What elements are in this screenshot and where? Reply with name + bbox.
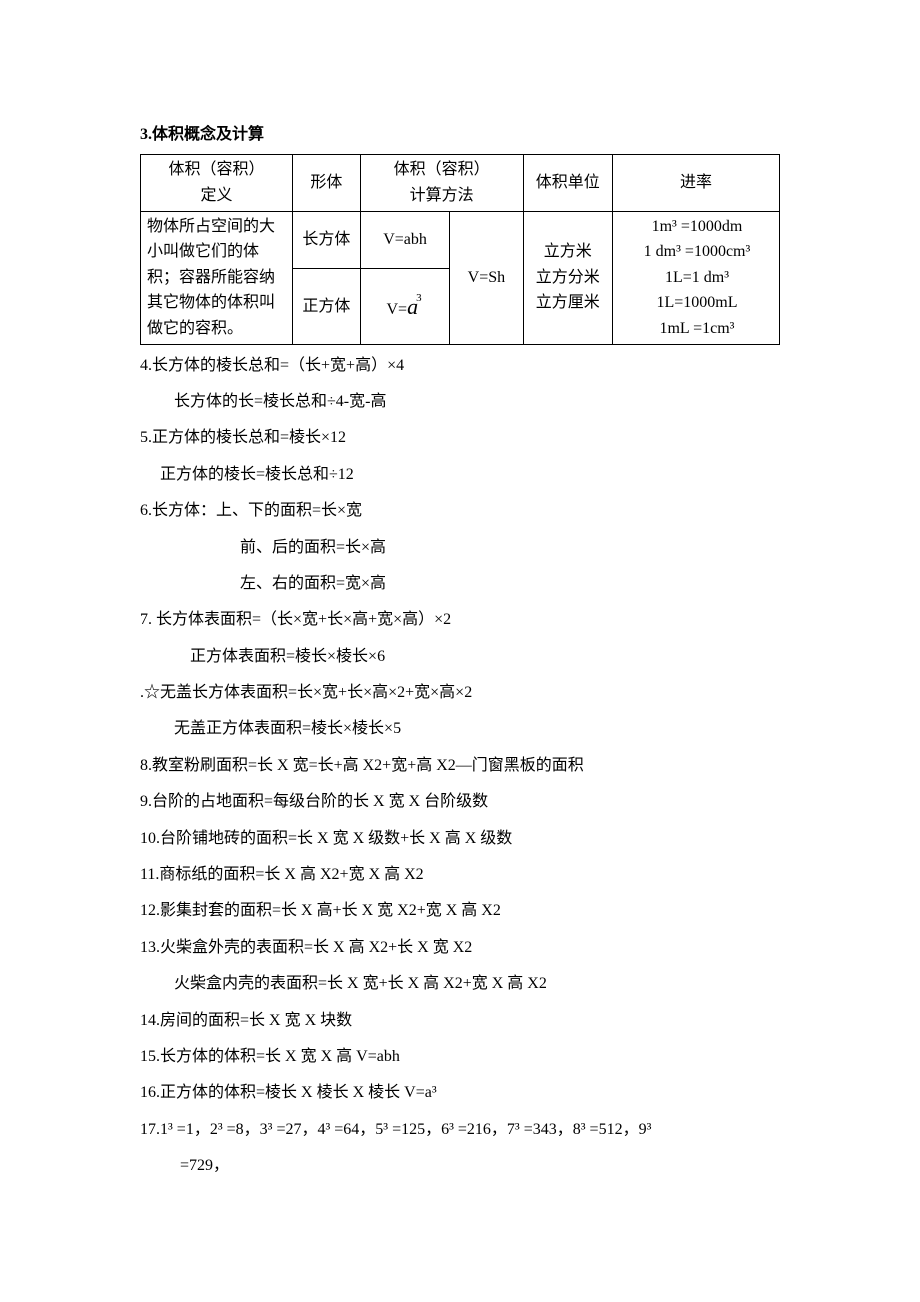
- rate-2: 1 dm³ =1000cm³: [644, 243, 751, 260]
- line-17a: 17.1³ =1，2³ =8，3³ =27，4³ =64，5³ =125，6³ …: [140, 1115, 780, 1145]
- line-9: 9.台阶的占地面积=每级台阶的长 X 宽 X 台阶级数: [140, 787, 780, 817]
- cell-method-shared: V=Sh: [450, 211, 523, 344]
- line-13a: 13.火柴盒外壳的表面积=长 X 高 X2+长 X 宽 X2: [140, 933, 780, 963]
- section-heading: 3.体积概念及计算: [140, 120, 780, 150]
- cell-shape-cuboid: 长方体: [292, 211, 360, 268]
- formula-v-label: V=: [386, 301, 407, 318]
- rate-3: 1L=1 dm³: [665, 269, 729, 286]
- line-6c: 左、右的面积=宽×高: [140, 569, 780, 599]
- line-17b: =729，: [140, 1151, 780, 1181]
- line-7a: 7. 长方体表面积=（长×宽+长×高+宽×高）×2: [140, 605, 780, 635]
- line-13b: 火柴盒内壳的表面积=长 X 宽+长 X 高 X2+宽 X 高 X2: [140, 969, 780, 999]
- line-4b: 长方体的长=棱长总和÷4-宽-高: [140, 387, 780, 417]
- line-15: 15.长方体的体积=长 X 宽 X 高 V=abh: [140, 1042, 780, 1072]
- line-7c: .☆无盖长方体表面积=长×宽+长×高×2+宽×高×2: [140, 678, 780, 708]
- cell-units: 立方米 立方分米 立方厘米: [523, 211, 612, 344]
- line-14: 14.房间的面积=长 X 宽 X 块数: [140, 1006, 780, 1036]
- volume-table: 体积（容积） 定义 形体 体积（容积） 计算方法 体积单位 进率 物体所占空间的…: [140, 154, 780, 344]
- th-shape: 形体: [292, 155, 360, 211]
- th-definition: 体积（容积） 定义: [141, 155, 293, 211]
- cell-rates: 1m³ =1000dm 1 dm³ =1000cm³ 1L=1 dm³ 1L=1…: [612, 211, 779, 344]
- cell-shape-cube: 正方体: [292, 269, 360, 345]
- th-rate: 进率: [612, 155, 779, 211]
- cell-method-cube: V=a3: [360, 269, 449, 345]
- line-6a: 6.长方体：上、下的面积=长×宽: [140, 496, 780, 526]
- cell-definition: 物体所占空间的大小叫做它们的体积；容器所能容纳其它物体的体积叫做它的容积。: [141, 211, 293, 344]
- line-7b: 正方体表面积=棱长×棱长×6: [140, 642, 780, 672]
- line-10: 10.台阶铺地砖的面积=长 X 宽 X 级数+长 X 高 X 级数: [140, 824, 780, 854]
- line-4a: 4.长方体的棱长总和=（长+宽+高）×4: [140, 351, 780, 381]
- line-16: 16.正方体的体积=棱长 X 棱长 X 棱长 V=a³: [140, 1078, 780, 1108]
- rate-5: 1mL =1cm³: [659, 320, 734, 337]
- line-8: 8.教室粉刷面积=长 X 宽=长+高 X2+宽+高 X2—门窗黑板的面积: [140, 751, 780, 781]
- line-5b: 正方体的棱长=棱长总和÷12: [140, 460, 780, 490]
- line-5a: 5.正方体的棱长总和=棱长×12: [140, 423, 780, 453]
- th-method: 体积（容积） 计算方法: [360, 155, 523, 211]
- line-12: 12.影集封套的面积=长 X 高+长 X 宽 X2+宽 X 高 X2: [140, 896, 780, 926]
- line-6b: 前、后的面积=长×高: [140, 533, 780, 563]
- cell-method-cuboid: V=abh: [360, 211, 449, 268]
- rate-1: 1m³ =1000dm: [652, 218, 743, 235]
- line-7d: 无盖正方体表面积=棱长×棱长×5: [140, 714, 780, 744]
- line-11: 11.商标纸的面积=长 X 高 X2+宽 X 高 X2: [140, 860, 780, 890]
- rate-4: 1L=1000mL: [656, 294, 737, 311]
- th-unit: 体积单位: [523, 155, 612, 211]
- formula-exp: 3: [416, 292, 422, 304]
